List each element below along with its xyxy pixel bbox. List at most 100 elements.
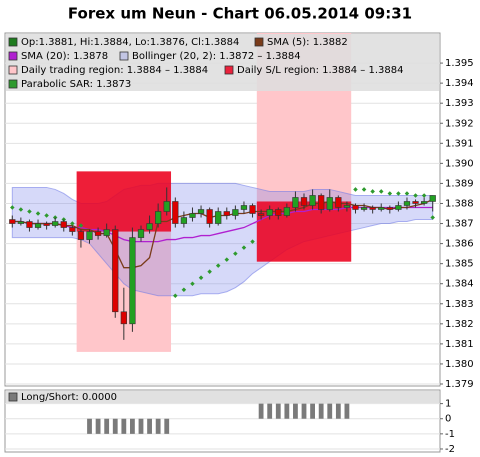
y-tick-label: 1.390 (445, 158, 474, 169)
sar-dot (70, 221, 75, 226)
bar (327, 403, 333, 419)
sar-dot (190, 281, 195, 286)
candle-body (137, 229, 145, 238)
bar (318, 403, 324, 419)
candle-body (163, 201, 170, 212)
y-tick-label: 1.392 (445, 118, 474, 129)
bar (87, 418, 92, 434)
candle-body (206, 209, 213, 224)
candle-body (378, 207, 385, 210)
y-tick-label: 1.381 (445, 339, 474, 350)
sar-dot (27, 209, 32, 214)
bar (344, 403, 350, 419)
sub-plot (5, 403, 440, 450)
candle-body (94, 231, 102, 236)
bar (104, 418, 110, 434)
candle-body (232, 209, 239, 216)
sar-dot (181, 287, 187, 292)
y-tick-label: 1.382 (445, 319, 474, 330)
legend-swatch (224, 65, 234, 75)
legend-label: Long/Short: 0.0000 (21, 392, 117, 403)
candle-body (155, 211, 162, 224)
overlay: 1.379 1.380 1.381 1.382 1.383 1.384 1.385 1.386… (6, 34, 474, 455)
y-tick-label: 1.379 (445, 379, 474, 390)
y-tick-label: 1.388 (445, 198, 474, 209)
candle-body (309, 195, 316, 206)
candle-body (420, 201, 428, 204)
candle-body (120, 311, 127, 325)
candle-body (292, 197, 299, 208)
bar (301, 403, 307, 419)
legend-label: SMA (5): 1.3882 (267, 37, 348, 48)
candle-body (223, 211, 230, 216)
bar (147, 418, 152, 434)
candle-body (352, 205, 359, 210)
bar (310, 403, 315, 419)
legend-label: Op:1.3881, Hi:1.3884, Lo:1.3876, Cl:1.38… (21, 37, 239, 48)
candle-body (335, 197, 342, 208)
sar-dot (430, 215, 435, 220)
candle-body (17, 221, 25, 224)
y-tick-label: 1.383 (445, 299, 474, 310)
legend-swatch (8, 79, 18, 89)
candle-body (189, 213, 196, 218)
indicator-line (12, 198, 433, 269)
candle-body (395, 205, 402, 210)
candle-body (326, 197, 333, 210)
legend-swatch (8, 51, 18, 61)
candle-body (146, 223, 153, 230)
candle-body (112, 229, 119, 313)
bar (258, 403, 264, 419)
sar-dot (198, 275, 204, 280)
candle-body (9, 219, 16, 224)
bar (267, 403, 273, 419)
bar (112, 418, 118, 434)
legend-swatch (119, 51, 129, 61)
candle-body (129, 237, 136, 325)
sar-dot (215, 263, 221, 268)
bar (284, 403, 290, 419)
sar-dot (78, 223, 84, 228)
sar-dot (207, 269, 212, 274)
y-tick-label: 1.391 (445, 138, 474, 149)
candle-body (283, 207, 290, 216)
candle-body (249, 205, 256, 214)
candle-body (215, 211, 222, 224)
sar-dot (361, 187, 367, 192)
sar-dot (413, 193, 418, 198)
y-tick-label: 1.385 (445, 259, 474, 270)
candle-body (43, 223, 50, 226)
candle-body (412, 201, 419, 204)
bar (155, 418, 161, 434)
bar (95, 418, 101, 434)
candle-body (180, 217, 188, 224)
bar (130, 418, 135, 434)
candle-body (52, 221, 59, 226)
sar-dot (421, 193, 427, 198)
bar (138, 418, 144, 434)
y-tick-label: 0 (445, 414, 451, 425)
y-tick-label: 1.384 (445, 279, 474, 290)
candle-body (343, 205, 351, 208)
y-tick-label: 1.395 (445, 58, 474, 69)
candle-body (34, 223, 42, 228)
y-tick-label: 1.380 (445, 359, 474, 370)
candle-body (77, 231, 85, 240)
y-tick-label: -2 (445, 444, 455, 455)
legend-background (6, 34, 439, 91)
candle-body (429, 195, 436, 202)
candle-body (26, 221, 33, 228)
bar (121, 418, 127, 434)
legend-swatch (8, 65, 18, 75)
legend-swatch (8, 392, 18, 402)
y-tick-label: -1 (445, 429, 455, 440)
bar (293, 403, 298, 419)
sar-dot (44, 213, 49, 218)
candle-body (257, 213, 265, 216)
bar (164, 418, 170, 434)
candle-body (266, 209, 273, 216)
y-tick-label: 1.389 (445, 178, 474, 189)
legend-label: SMA (20): 1.3878 (21, 51, 108, 62)
legend-label: Daily trading region: 1.3884 – 1.3884 (21, 65, 208, 76)
